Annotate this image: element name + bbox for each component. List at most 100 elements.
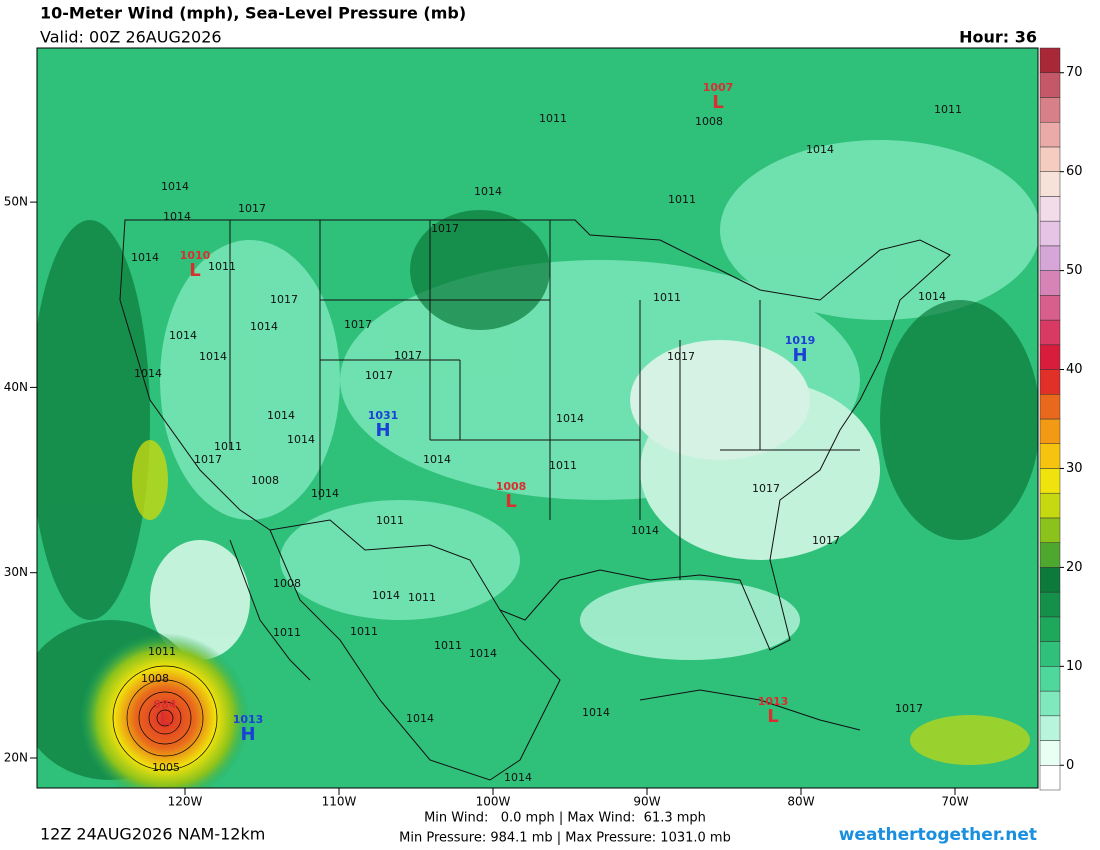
isobar-label: 1017 bbox=[194, 453, 222, 466]
pressure-center-letter: L bbox=[505, 491, 516, 512]
isobar-label: 1014 bbox=[134, 367, 162, 380]
colorbar-band bbox=[1039, 492, 1061, 519]
isobar-label: 1011 bbox=[208, 260, 236, 273]
colorbar-band bbox=[1039, 344, 1061, 370]
isobar-label: 1014 bbox=[423, 453, 451, 466]
isobar-label: 1008 bbox=[141, 672, 169, 685]
isobar-label: 1014 bbox=[469, 647, 497, 660]
isobar-label: 1014 bbox=[199, 350, 227, 363]
isobar-label: 1014 bbox=[163, 210, 191, 223]
colorbar-band bbox=[1039, 567, 1061, 593]
isobar-label: 1017 bbox=[238, 202, 266, 215]
colorbar-band bbox=[1039, 418, 1061, 444]
isobar-label: 1014 bbox=[918, 290, 946, 303]
isobar-label: 1014 bbox=[406, 712, 434, 725]
isobar-label: 1011 bbox=[148, 645, 176, 658]
isobar-label: 1017 bbox=[895, 702, 923, 715]
isobar-label: 1017 bbox=[365, 369, 393, 382]
colorbar-band bbox=[1039, 121, 1061, 148]
colorbar-band bbox=[1039, 196, 1061, 222]
model-run: 12Z 24AUG2026 NAM-12km bbox=[40, 825, 265, 844]
colorbar-band bbox=[1039, 443, 1061, 469]
colorbar-band bbox=[1039, 517, 1061, 543]
isobar-label: 1011 bbox=[539, 112, 567, 125]
valid-time: Valid: 00Z 26AUG2026 bbox=[40, 28, 222, 47]
colorbar-band bbox=[1039, 47, 1061, 73]
lon-tick-label: 100W bbox=[476, 795, 511, 809]
lat-tick-label: 40N bbox=[4, 380, 28, 394]
colorbar-band bbox=[1039, 146, 1061, 172]
lon-tick-label: 120W bbox=[168, 795, 203, 809]
pressure-center-value: 984 bbox=[154, 698, 177, 711]
isobar-label: 1011 bbox=[549, 459, 577, 472]
isobar-label: 1014 bbox=[267, 409, 295, 422]
colorbar-tick-label: 60 bbox=[1066, 164, 1083, 179]
colorbar-tick-label: 30 bbox=[1066, 461, 1083, 476]
pressure-center-value: 1019 bbox=[785, 334, 816, 347]
isobar-label: 1005 bbox=[152, 761, 180, 774]
colorbar-band bbox=[1039, 97, 1061, 123]
pressure-center-value: 1010 bbox=[180, 249, 211, 262]
colorbar-tick-label: 70 bbox=[1066, 65, 1083, 80]
boundaries bbox=[119, 219, 951, 781]
wind-stats: Min Wind: 0.0 mph | Max Wind: 61.3 mph bbox=[424, 811, 706, 826]
isobar-label: 1014 bbox=[631, 524, 659, 537]
colorbar-tick-label: 50 bbox=[1066, 263, 1083, 278]
lon-tick-label: 70W bbox=[941, 795, 968, 809]
pressure-center-letter: L bbox=[712, 92, 723, 113]
isobar-label: 1017 bbox=[752, 482, 780, 495]
pressure-center-value: 1031 bbox=[368, 409, 399, 422]
pressure-center-letter: H bbox=[375, 420, 390, 441]
isobar-label: 1014 bbox=[131, 251, 159, 264]
isobar-label: 1014 bbox=[474, 185, 502, 198]
pressure-center-value: 1013 bbox=[758, 695, 789, 708]
colorbar-band bbox=[1039, 270, 1061, 296]
colorbar-tick-label: 20 bbox=[1066, 560, 1083, 575]
pressure-center-letter: H bbox=[240, 724, 255, 745]
pressure-center-value: 1007 bbox=[703, 81, 734, 94]
light-wind-areas bbox=[150, 140, 1038, 660]
isobar-label: 1017 bbox=[431, 222, 459, 235]
pressure-stats: Min Pressure: 984.1 mb | Max Pressure: 1… bbox=[399, 831, 731, 846]
colorbar-band bbox=[1039, 171, 1061, 197]
site-name: weathertogether.net bbox=[839, 825, 1037, 845]
pressure-center-letter: L bbox=[189, 260, 200, 281]
isobar-label: 1008 bbox=[251, 474, 279, 487]
isobar-label: 1011 bbox=[934, 103, 962, 116]
isobar-label: 1017 bbox=[812, 534, 840, 547]
lat-tick-label: 30N bbox=[4, 565, 28, 579]
colorbar-tick-label: 40 bbox=[1066, 362, 1083, 377]
colorbar-band bbox=[1039, 220, 1061, 247]
isobar-label: 1014 bbox=[161, 180, 189, 193]
lat-tick-label: 20N bbox=[4, 751, 28, 765]
colorbar-band bbox=[1039, 245, 1061, 271]
pressure-center-value: 1008 bbox=[496, 480, 527, 493]
isobar-label: 1008 bbox=[273, 577, 301, 590]
isobar-label: 1011 bbox=[273, 626, 301, 639]
colorbar-band bbox=[1039, 542, 1061, 568]
colorbar-band bbox=[1039, 715, 1061, 741]
hurricane-isobars bbox=[112, 665, 218, 771]
isobar-label: 1014 bbox=[311, 487, 339, 500]
isobar-label: 1017 bbox=[270, 293, 298, 306]
lat-tick-label: 50N bbox=[4, 195, 28, 209]
isobar-label: 1011 bbox=[350, 625, 378, 638]
pressure-center-letter: H bbox=[792, 345, 807, 366]
hurricane-wind bbox=[80, 633, 250, 788]
map-frame bbox=[36, 47, 1039, 789]
colorbar-band bbox=[1039, 468, 1061, 494]
title: 10-Meter Wind (mph), Sea-Level Pressure … bbox=[40, 4, 466, 23]
colorbar-tick-label: 10 bbox=[1066, 659, 1083, 674]
colorbar-band bbox=[1039, 394, 1061, 420]
colorbar-band bbox=[1039, 319, 1061, 346]
colorbar-tick-label: 0 bbox=[1066, 758, 1074, 773]
colorbar-band bbox=[1039, 666, 1061, 692]
isobar-label: 1014 bbox=[372, 589, 400, 602]
isobar-label: 1011 bbox=[408, 591, 436, 604]
isobar-label: 1011 bbox=[214, 440, 242, 453]
isobar-label: 1014 bbox=[582, 706, 610, 719]
isobar-label: 1017 bbox=[394, 349, 422, 362]
colorbar-band bbox=[1039, 765, 1061, 791]
colorbar-band bbox=[1039, 72, 1061, 98]
